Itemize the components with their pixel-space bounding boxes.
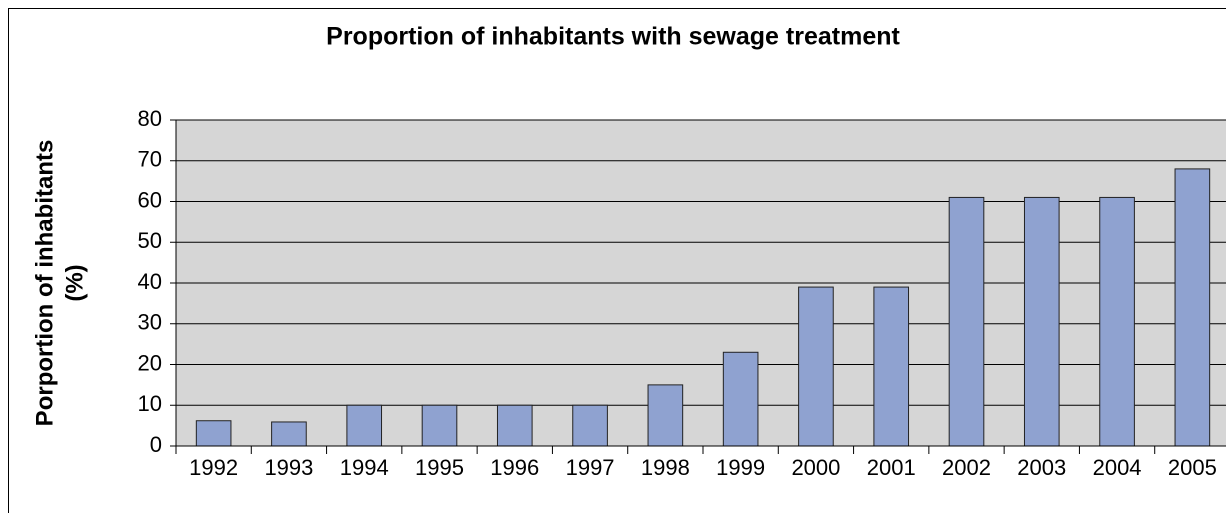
chart-title: Proportion of inhabitants with sewage tr…: [326, 23, 900, 51]
bar: [722, 351, 759, 447]
x-tick-label: 2002: [942, 455, 991, 480]
x-tick-label: 2001: [867, 455, 916, 480]
y-tick-label: 20: [138, 350, 162, 375]
y-tick-label: 10: [138, 391, 162, 416]
x-tick-label: 1997: [566, 455, 615, 480]
bar: [496, 404, 533, 447]
bar: [873, 286, 910, 447]
bar: [647, 384, 684, 447]
y-tick-label: 50: [138, 228, 162, 253]
y-tick-label: 80: [138, 106, 162, 131]
bar: [1099, 196, 1135, 447]
bar: [572, 404, 608, 447]
y-tick-label: 40: [138, 269, 162, 294]
bar: [1023, 196, 1060, 447]
x-tick-label: 1992: [189, 455, 238, 480]
y-axis-title-line: Porportion of inhabitants: [31, 140, 58, 427]
bar: [798, 286, 834, 447]
x-tick-label: 1998: [641, 455, 690, 480]
bar: [271, 421, 307, 447]
y-tick-label: 60: [138, 187, 162, 212]
y-axis-title: Porportion of inhabitants (%): [31, 140, 88, 427]
x-tick-label: 1994: [340, 455, 389, 480]
y-tick-label: 70: [138, 147, 162, 172]
x-tick-label: 2005: [1168, 455, 1217, 480]
x-tick-label: 2000: [791, 455, 840, 480]
bar: [346, 404, 383, 447]
x-tick-label: 1999: [716, 455, 765, 480]
x-tick-label: 1996: [490, 455, 539, 480]
bar: [421, 404, 458, 447]
x-tick-label: 1993: [264, 455, 313, 480]
bar: [195, 420, 232, 447]
y-tick-label: 0: [150, 432, 162, 457]
bar: [1174, 168, 1211, 447]
x-tick-label: 1995: [415, 455, 464, 480]
x-tick-label: 2004: [1093, 455, 1142, 480]
x-tick-label: 2003: [1017, 455, 1066, 480]
y-axis-title-line: (%): [61, 264, 88, 301]
bar: [948, 196, 985, 447]
y-tick-label: 30: [138, 310, 162, 335]
